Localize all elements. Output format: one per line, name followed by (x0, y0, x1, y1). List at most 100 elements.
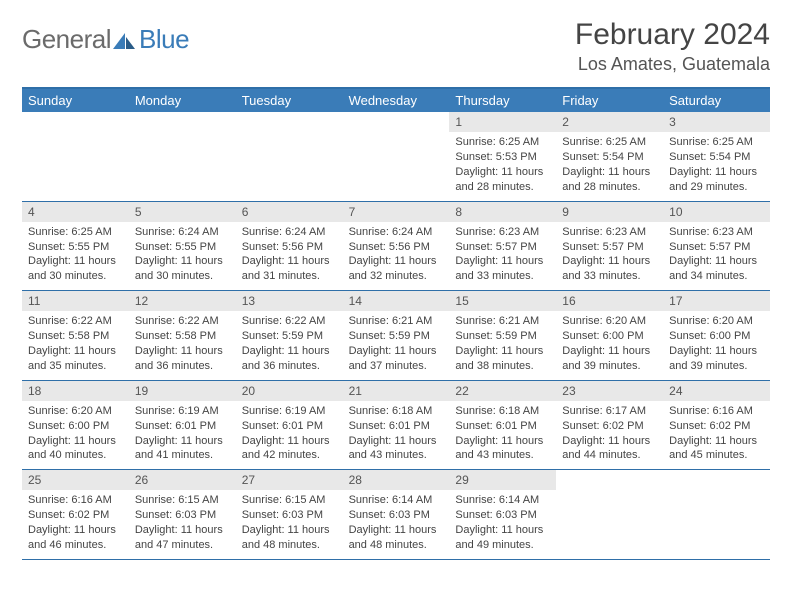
sunset-text: Sunset: 6:02 PM (669, 419, 764, 434)
day-body: Sunrise: 6:17 AMSunset: 6:02 PMDaylight:… (556, 401, 663, 469)
sunrise-text: Sunrise: 6:25 AM (28, 225, 123, 240)
sunset-text: Sunset: 5:57 PM (455, 240, 550, 255)
sunset-text: Sunset: 5:57 PM (669, 240, 764, 255)
logo: General Blue (22, 24, 189, 55)
daylight-text: Daylight: 11 hours and 28 minutes. (455, 165, 550, 195)
sunrise-text: Sunrise: 6:25 AM (455, 135, 550, 150)
daylight-text: Daylight: 11 hours and 33 minutes. (562, 254, 657, 284)
day-number: 17 (663, 291, 770, 311)
sunset-text: Sunset: 5:54 PM (669, 150, 764, 165)
daylight-text: Daylight: 11 hours and 37 minutes. (349, 344, 444, 374)
sunset-text: Sunset: 5:58 PM (28, 329, 123, 344)
sunrise-text: Sunrise: 6:15 AM (135, 493, 230, 508)
day-cell: 22Sunrise: 6:18 AMSunset: 6:01 PMDayligh… (449, 381, 556, 470)
logo-text-1: General (22, 24, 111, 55)
daylight-text: Daylight: 11 hours and 32 minutes. (349, 254, 444, 284)
day-body: Sunrise: 6:20 AMSunset: 6:00 PMDaylight:… (663, 311, 770, 379)
daylight-text: Daylight: 11 hours and 33 minutes. (455, 254, 550, 284)
day-body: Sunrise: 6:25 AMSunset: 5:53 PMDaylight:… (449, 132, 556, 200)
day-number: 21 (343, 381, 450, 401)
sunrise-text: Sunrise: 6:21 AM (455, 314, 550, 329)
day-body: Sunrise: 6:25 AMSunset: 5:54 PMDaylight:… (556, 132, 663, 200)
day-body: Sunrise: 6:14 AMSunset: 6:03 PMDaylight:… (343, 490, 450, 558)
day-body: Sunrise: 6:22 AMSunset: 5:58 PMDaylight:… (129, 311, 236, 379)
sunset-text: Sunset: 6:00 PM (28, 419, 123, 434)
day-number: 25 (22, 470, 129, 490)
day-number: 9 (556, 202, 663, 222)
day-cell: 10Sunrise: 6:23 AMSunset: 5:57 PMDayligh… (663, 202, 770, 291)
sunrise-text: Sunrise: 6:14 AM (455, 493, 550, 508)
daylight-text: Daylight: 11 hours and 39 minutes. (669, 344, 764, 374)
daylight-text: Daylight: 11 hours and 43 minutes. (455, 434, 550, 464)
day-number (129, 112, 236, 132)
sunrise-text: Sunrise: 6:24 AM (349, 225, 444, 240)
day-number: 1 (449, 112, 556, 132)
day-number: 14 (343, 291, 450, 311)
sunrise-text: Sunrise: 6:16 AM (669, 404, 764, 419)
daylight-text: Daylight: 11 hours and 40 minutes. (28, 434, 123, 464)
day-body: Sunrise: 6:24 AMSunset: 5:56 PMDaylight:… (236, 222, 343, 290)
daylight-text: Daylight: 11 hours and 34 minutes. (669, 254, 764, 284)
day-cell: 26Sunrise: 6:15 AMSunset: 6:03 PMDayligh… (129, 470, 236, 559)
sunset-text: Sunset: 5:53 PM (455, 150, 550, 165)
daylight-text: Daylight: 11 hours and 29 minutes. (669, 165, 764, 195)
sunrise-text: Sunrise: 6:19 AM (135, 404, 230, 419)
sunrise-text: Sunrise: 6:20 AM (562, 314, 657, 329)
sunset-text: Sunset: 6:00 PM (669, 329, 764, 344)
week-row: 25Sunrise: 6:16 AMSunset: 6:02 PMDayligh… (22, 470, 770, 560)
sunset-text: Sunset: 6:02 PM (562, 419, 657, 434)
sunset-text: Sunset: 5:56 PM (242, 240, 337, 255)
day-number (236, 112, 343, 132)
sunset-text: Sunset: 6:01 PM (242, 419, 337, 434)
day-cell: 24Sunrise: 6:16 AMSunset: 6:02 PMDayligh… (663, 381, 770, 470)
day-header: Sunday (22, 89, 129, 112)
day-number: 29 (449, 470, 556, 490)
sunrise-text: Sunrise: 6:25 AM (669, 135, 764, 150)
sunrise-text: Sunrise: 6:17 AM (562, 404, 657, 419)
day-cell: 17Sunrise: 6:20 AMSunset: 6:00 PMDayligh… (663, 291, 770, 380)
day-number: 24 (663, 381, 770, 401)
sunrise-text: Sunrise: 6:16 AM (28, 493, 123, 508)
day-number (22, 112, 129, 132)
title-block: February 2024 Los Amates, Guatemala (575, 18, 770, 75)
sunrise-text: Sunrise: 6:20 AM (28, 404, 123, 419)
day-body: Sunrise: 6:21 AMSunset: 5:59 PMDaylight:… (343, 311, 450, 379)
day-cell (22, 112, 129, 201)
day-number (556, 470, 663, 490)
month-title: February 2024 (575, 18, 770, 52)
daylight-text: Daylight: 11 hours and 36 minutes. (242, 344, 337, 374)
day-body: Sunrise: 6:23 AMSunset: 5:57 PMDaylight:… (449, 222, 556, 290)
location-label: Los Amates, Guatemala (575, 54, 770, 75)
sunset-text: Sunset: 5:59 PM (455, 329, 550, 344)
sunset-text: Sunset: 5:55 PM (135, 240, 230, 255)
day-body: Sunrise: 6:25 AMSunset: 5:55 PMDaylight:… (22, 222, 129, 290)
sunrise-text: Sunrise: 6:23 AM (562, 225, 657, 240)
day-cell: 27Sunrise: 6:15 AMSunset: 6:03 PMDayligh… (236, 470, 343, 559)
sunset-text: Sunset: 5:58 PM (135, 329, 230, 344)
sunrise-text: Sunrise: 6:24 AM (242, 225, 337, 240)
day-number: 13 (236, 291, 343, 311)
day-header: Friday (556, 89, 663, 112)
daylight-text: Daylight: 11 hours and 38 minutes. (455, 344, 550, 374)
day-number: 2 (556, 112, 663, 132)
daylight-text: Daylight: 11 hours and 41 minutes. (135, 434, 230, 464)
day-number: 10 (663, 202, 770, 222)
sunset-text: Sunset: 5:54 PM (562, 150, 657, 165)
day-cell: 4Sunrise: 6:25 AMSunset: 5:55 PMDaylight… (22, 202, 129, 291)
daylight-text: Daylight: 11 hours and 44 minutes. (562, 434, 657, 464)
day-cell: 2Sunrise: 6:25 AMSunset: 5:54 PMDaylight… (556, 112, 663, 201)
daylight-text: Daylight: 11 hours and 43 minutes. (349, 434, 444, 464)
day-body: Sunrise: 6:15 AMSunset: 6:03 PMDaylight:… (236, 490, 343, 558)
sunset-text: Sunset: 6:03 PM (135, 508, 230, 523)
day-body: Sunrise: 6:15 AMSunset: 6:03 PMDaylight:… (129, 490, 236, 558)
sunset-text: Sunset: 5:59 PM (242, 329, 337, 344)
day-cell: 21Sunrise: 6:18 AMSunset: 6:01 PMDayligh… (343, 381, 450, 470)
sunrise-text: Sunrise: 6:22 AM (135, 314, 230, 329)
day-cell: 8Sunrise: 6:23 AMSunset: 5:57 PMDaylight… (449, 202, 556, 291)
day-body: Sunrise: 6:19 AMSunset: 6:01 PMDaylight:… (129, 401, 236, 469)
week-row: 18Sunrise: 6:20 AMSunset: 6:00 PMDayligh… (22, 381, 770, 471)
sunset-text: Sunset: 6:01 PM (135, 419, 230, 434)
sunset-text: Sunset: 6:01 PM (455, 419, 550, 434)
day-cell: 23Sunrise: 6:17 AMSunset: 6:02 PMDayligh… (556, 381, 663, 470)
day-cell (236, 112, 343, 201)
